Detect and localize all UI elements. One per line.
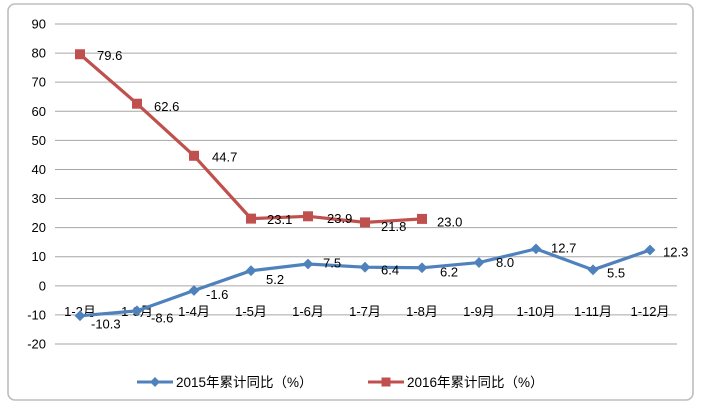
diamond-marker — [302, 258, 314, 270]
legend-label: 2016年累计同比（%） — [407, 375, 544, 390]
data-label: 6.2 — [440, 264, 458, 279]
y-axis-tick-label: -20 — [27, 337, 46, 352]
chart-border — [7, 3, 694, 401]
x-axis-tick-label: 1-4月 — [178, 304, 210, 319]
y-axis-tick-label: 50 — [32, 133, 46, 148]
diamond-marker — [188, 285, 200, 296]
data-label: -10.3 — [91, 316, 121, 331]
square-marker — [75, 49, 85, 60]
diamond-marker — [473, 257, 485, 268]
data-label: 79.6 — [97, 48, 122, 63]
y-axis-tick-label: 40 — [32, 162, 46, 177]
y-axis-tick-label: 0 — [39, 278, 46, 293]
x-axis-tick-label: 1-6月 — [292, 304, 324, 319]
square-marker — [132, 98, 142, 109]
square-marker — [360, 217, 370, 228]
data-label: 12.3 — [663, 245, 688, 260]
square-marker — [417, 213, 427, 224]
diamond-marker — [131, 305, 143, 317]
legend-square-marker — [381, 377, 391, 387]
diamond-marker — [644, 244, 656, 256]
y-axis-tick-label: 70 — [32, 75, 46, 90]
y-axis-tick-label: 90 — [32, 17, 46, 32]
data-label: 12.7 — [551, 240, 576, 255]
y-axis-tick-label: 60 — [32, 104, 46, 119]
square-marker — [246, 213, 256, 224]
x-axis-tick-label: 1-5月 — [235, 304, 267, 319]
x-axis-tick-label: 1-11月 — [574, 304, 612, 319]
x-axis-tick-label: 1-12月 — [630, 304, 669, 319]
diamond-marker — [530, 243, 542, 255]
diamond-marker — [359, 261, 371, 273]
data-label: -8.6 — [151, 310, 173, 325]
diamond-marker — [245, 265, 257, 277]
data-label: 6.4 — [381, 263, 399, 278]
square-marker — [303, 211, 313, 222]
x-axis-tick-label: 1-10月 — [516, 304, 555, 319]
data-label: -1.6 — [206, 287, 228, 302]
y-axis-tick-label: -10 — [27, 307, 46, 322]
data-label: 23.9 — [327, 211, 352, 226]
y-axis-tick-label: 30 — [32, 191, 46, 206]
x-axis-tick-label: 1-8月 — [406, 304, 438, 319]
diamond-marker — [416, 262, 428, 274]
data-label: 21.8 — [381, 219, 406, 234]
y-axis-tick-label: 80 — [32, 46, 46, 61]
data-label: 5.5 — [607, 265, 625, 280]
data-label: 44.7 — [212, 149, 237, 164]
legend-diamond-marker — [150, 377, 160, 387]
data-label: 23.1 — [267, 212, 292, 227]
data-label: 5.2 — [266, 272, 284, 287]
data-label: 7.5 — [323, 256, 341, 271]
diamond-marker — [74, 310, 86, 322]
square-marker — [189, 150, 199, 161]
data-label: 23.0 — [437, 214, 462, 229]
data-label: 8.0 — [496, 255, 514, 270]
diamond-marker — [587, 264, 599, 276]
y-axis-tick-label: 20 — [32, 220, 46, 235]
x-axis-tick-label: 1-9月 — [463, 304, 495, 319]
data-label: 62.6 — [154, 99, 179, 114]
x-axis-tick-label: 1-7月 — [349, 304, 381, 319]
y-axis-tick-label: 10 — [32, 249, 46, 264]
legend-label: 2015年累计同比（%） — [176, 375, 313, 390]
